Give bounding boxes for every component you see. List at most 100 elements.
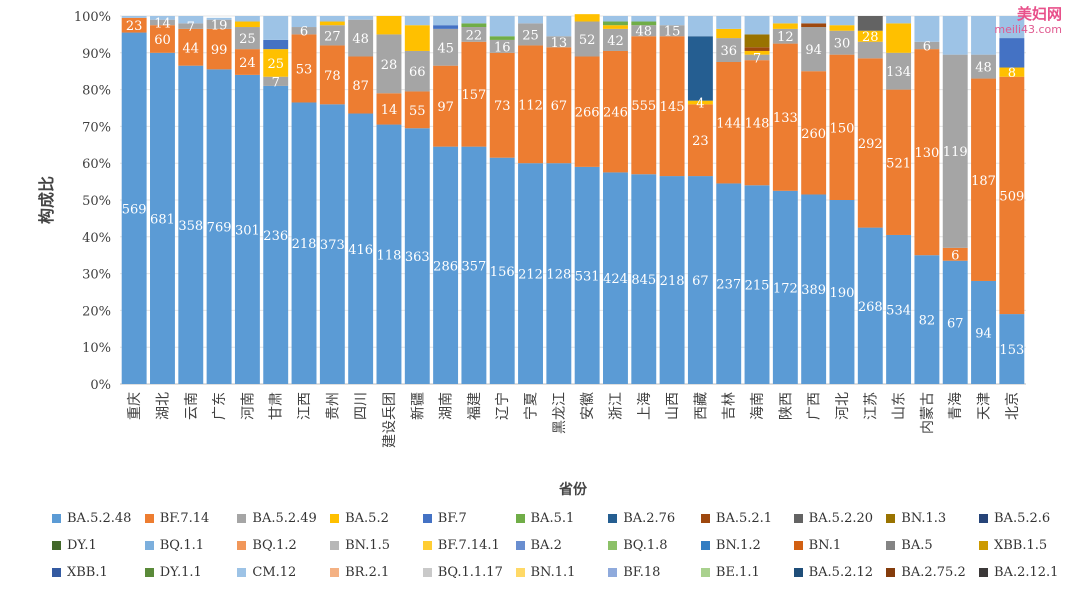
y-tick-label: 90% (82, 47, 111, 62)
data-label: 73 (494, 99, 511, 114)
x-tick-label: 福建 (467, 392, 483, 420)
bar-segment (178, 16, 204, 24)
y-tick-label: 20% (82, 304, 111, 319)
legend-item: BA.2.75.2 (886, 562, 966, 582)
data-label: 531 (575, 269, 600, 284)
bar-segment (291, 102, 317, 384)
bar-segment (461, 23, 487, 28)
data-label: 99 (211, 43, 228, 58)
bar-segment (518, 16, 543, 24)
x-tick-label: 吉林 (722, 392, 738, 420)
legend-swatch (422, 567, 432, 577)
data-label: 28 (862, 30, 879, 45)
data-label: 48 (975, 61, 992, 76)
data-label: 97 (437, 100, 454, 115)
data-label: 30 (834, 37, 851, 52)
legend-swatch (515, 513, 525, 523)
y-tick-label: 60% (82, 157, 111, 172)
bar-segment (801, 194, 827, 384)
data-label: 13 (551, 36, 568, 51)
bar-segment (234, 74, 260, 384)
bar-segment (744, 16, 770, 35)
legend-label: BN.1 (808, 537, 842, 553)
data-label: 23 (692, 134, 709, 149)
data-label: 28 (381, 58, 398, 73)
bar-segment (574, 21, 600, 57)
data-label: 119 (943, 145, 968, 160)
bar-segment (914, 16, 940, 42)
bar-segment (433, 16, 459, 26)
bar-segment (291, 27, 317, 35)
bar-segment (404, 128, 430, 384)
legend-item: BA.5.2 (330, 508, 389, 528)
bar-segment (687, 16, 713, 37)
bar-segment (801, 71, 827, 195)
bar-segment (631, 16, 657, 22)
bar-segment (263, 39, 289, 50)
data-label: 150 (830, 121, 855, 136)
legend-label: CM.12 (252, 564, 297, 580)
bar-segment (121, 17, 147, 33)
legend-swatch (237, 513, 247, 523)
legend-label: BN.1.1 (530, 564, 576, 580)
data-label: 286 (433, 259, 458, 274)
legend-swatch (144, 540, 154, 550)
bar-segment (348, 56, 374, 114)
legend-label: BA.5.2.20 (808, 510, 874, 526)
bar-segment (433, 65, 459, 147)
bar-segment (206, 28, 232, 70)
legend-label: BA.5 (901, 537, 933, 553)
data-label: 22 (466, 28, 483, 43)
legend-item: BQ.1.2 (237, 535, 297, 555)
bar-segment (546, 16, 572, 37)
legend-item: BA.5 (886, 535, 933, 555)
data-label: 218 (292, 237, 317, 252)
bar-segment (631, 25, 657, 37)
bar-segment (404, 91, 430, 129)
data-label: 6 (951, 248, 959, 263)
data-label: 148 (745, 117, 770, 132)
legend-swatch (886, 513, 896, 523)
bar-segment (942, 247, 968, 261)
data-label: 509 (999, 189, 1024, 204)
legend-swatch (793, 540, 803, 550)
data-label: 373 (320, 238, 345, 253)
bar-segment (574, 56, 600, 167)
data-label: 14 (381, 103, 398, 118)
bar-segment (829, 30, 855, 55)
legend-item: BN.1.1 (515, 562, 576, 582)
bar-segment (489, 39, 515, 53)
legend-item: BQ.1.1 (144, 535, 204, 555)
legend-item: BN.1.3 (886, 508, 946, 528)
legend-item: CM.12 (237, 562, 296, 582)
data-label: 7 (187, 20, 195, 35)
bar-segment (376, 16, 402, 35)
bar-segment (461, 27, 487, 42)
bar-segment (801, 23, 827, 28)
bar-segment (178, 65, 204, 385)
data-label: 87 (352, 79, 369, 94)
bar-segment (546, 163, 572, 384)
bar-segment (404, 16, 430, 26)
data-label: 25 (522, 28, 539, 43)
x-tick-label: 海南 (750, 392, 766, 420)
bar-segment (150, 19, 175, 26)
bar-segment (829, 25, 855, 31)
legend-swatch (422, 540, 432, 550)
x-tick-label: 上海 (637, 392, 653, 420)
legend-swatch (144, 567, 154, 577)
bar-segment (376, 93, 402, 125)
data-label: 60 (154, 33, 171, 48)
legend-item: BA.5.2.20 (793, 508, 874, 528)
legend-item: XBB.1 (52, 562, 108, 582)
data-label: 7 (272, 75, 280, 90)
y-axis-label: 构成比 (37, 176, 56, 224)
bar-segment (489, 52, 515, 158)
data-label: 67 (692, 274, 709, 289)
legend-label: BA.2 (530, 537, 562, 553)
bar-segment (376, 124, 402, 384)
bar-segment (206, 69, 232, 385)
legend-label: BQ.1.2 (252, 537, 297, 553)
bar-segment (942, 54, 968, 248)
x-tick-label: 广东 (212, 392, 228, 420)
